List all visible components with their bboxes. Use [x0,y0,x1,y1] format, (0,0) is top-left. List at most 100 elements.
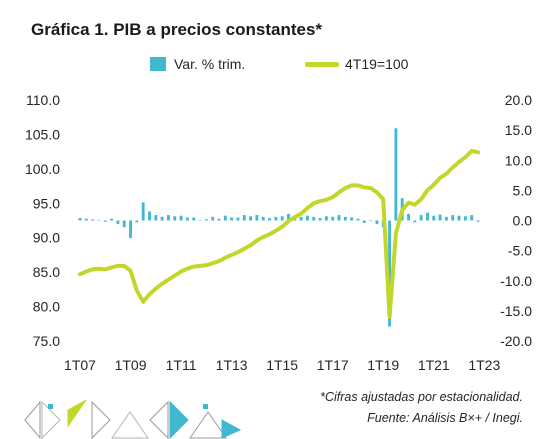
bar-quarterly-change [312,216,316,221]
bar-quarterly-change [249,216,252,221]
footnote-seasonal: *Cifras ajustadas por estacionalidad. [320,390,523,404]
decorative-triangle [221,419,242,439]
bar-quarterly-change [444,216,448,221]
bar-quarterly-change [337,215,341,221]
bar-quarterly-change [268,218,271,221]
bar-quarterly-change [242,215,246,221]
decorative-triangle [24,400,41,439]
legend-swatch-line [305,61,339,67]
x-axis-tick-label: 1T23 [468,357,500,373]
bar-quarterly-change [223,215,227,221]
x-axis-tick-label: 1T19 [367,357,399,373]
bar-quarterly-change [160,216,164,221]
legend-label-bars: Var. % trim. [174,56,246,72]
left-axis-tick-label: 95.0 [33,195,60,211]
legend-label-line: 4T19=100 [345,56,409,72]
bar-quarterly-change [255,215,259,221]
bar-quarterly-change [426,212,429,221]
bar-quarterly-change [343,216,347,221]
decorative-triangle [189,411,227,439]
bar-quarterly-change [375,220,379,225]
bar-quarterly-change [324,216,328,221]
bar-quarterly-change [306,215,309,221]
bar-quarterly-change [362,220,366,223]
bar-quarterly-change [135,220,139,223]
bar-quarterly-change [413,220,417,223]
right-axis-tick-label: -10.0 [500,273,532,289]
bar-quarterly-change [148,211,151,221]
right-axis-tick-label: 5.0 [513,182,533,198]
decorative-square [48,404,53,409]
right-axis-tick-label: -15.0 [500,303,532,319]
x-axis-tick-label: 1T13 [216,357,248,373]
decorative-triangle [41,400,61,439]
right-axis-tick-label: 20.0 [505,92,532,108]
bar-quarterly-change [173,216,177,221]
bar-quarterly-change [451,215,455,221]
bar-quarterly-change [116,220,120,225]
bar-quarterly-change [129,220,132,238]
bar-quarterly-change [476,220,480,222]
bar-quarterly-change [299,216,303,221]
left-axis-tick-label: 85.0 [33,264,60,280]
legend-item-bars: Var. % trim. [150,56,245,72]
x-axis-tick-label: 1T09 [115,357,147,373]
x-axis-tick-label: 1T21 [418,357,450,373]
left-axis-tick-label: 75.0 [33,333,60,349]
bar-quarterly-change [179,215,183,221]
bar-quarterly-change [356,218,360,221]
series-line-index [78,149,480,319]
bar-quarterly-change [287,213,290,221]
bar-quarterly-change [419,215,423,221]
bar-quarterly-change [78,218,82,221]
chart-legend: Var. % trim. 4T19=100 [0,56,549,76]
right-axis-tick-label: -5.0 [508,243,532,259]
bar-quarterly-change [438,214,442,221]
left-axis-tick-label: 90.0 [33,230,60,246]
bar-quarterly-change [388,220,391,327]
decorative-square [203,404,208,409]
right-axis-tick-label: -20.0 [500,333,532,349]
x-axis-tick-label: 1T11 [166,357,197,373]
bar-quarterly-change [280,216,284,221]
legend-item-line: 4T19=100 [305,56,408,72]
chart-title: Gráfica 1. PIB a precios constantes* [31,20,323,39]
decorative-triangle [149,400,169,439]
right-axis-tick-label: 0.0 [513,213,533,229]
bar-quarterly-change [91,219,95,221]
bar-quarterly-change [394,128,398,221]
bar-quarterly-change [236,217,240,221]
bar-quarterly-change [457,215,461,221]
bar-quarterly-change [84,218,88,221]
bar-quarterly-change [432,215,436,221]
bar-quarterly-change [198,219,202,221]
right-axis-tick-label: 10.0 [505,152,532,168]
bar-quarterly-change [331,216,335,221]
bar-quarterly-change [154,215,158,221]
bar-quarterly-change [350,217,354,221]
bar-quarterly-change [204,219,208,221]
bar-quarterly-change [230,217,234,221]
decorative-triangle [91,400,111,439]
bar-quarterly-change [141,202,145,221]
x-axis-tick-label: 1T15 [266,357,298,373]
bar-quarterly-change [274,216,278,221]
decorative-triangle [67,399,87,428]
legend-swatch-bars [150,57,166,71]
decorative-triangle [111,411,149,439]
bar-quarterly-change [110,218,114,221]
bar-quarterly-change [97,219,101,221]
bar-quarterly-change [369,220,373,222]
bar-quarterly-change [167,215,170,221]
bar-quarterly-change [463,216,467,221]
x-axis-tick-label: 1T07 [64,357,96,373]
bar-quarterly-change [211,216,215,221]
bar-quarterly-change [407,213,410,221]
bar-quarterly-change [261,216,265,221]
bar-quarterly-change [185,217,189,221]
bar-quarterly-change [318,218,322,221]
bar-quarterly-change [470,215,474,221]
bar-quarterly-change [192,217,196,221]
bar-quarterly-change [217,218,221,221]
